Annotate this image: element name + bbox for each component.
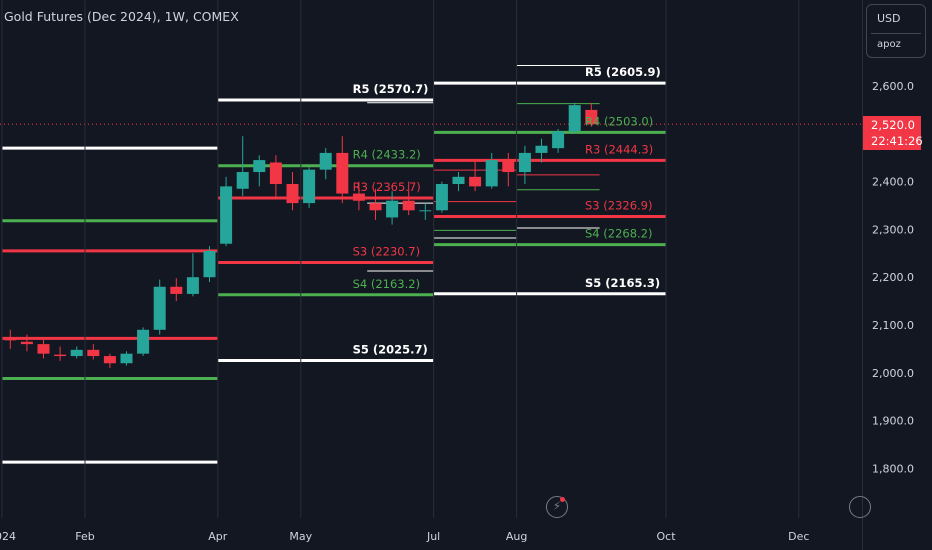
candle-up <box>386 200 399 218</box>
x-tick-label: Aug <box>506 530 527 543</box>
clock-icon[interactable] <box>849 496 871 518</box>
pivot-level-label: R5 (2605.9) <box>585 65 661 79</box>
candle-up <box>203 250 216 278</box>
candle-up <box>303 169 316 204</box>
price-axis[interactable]: 1,800.0 1,900.0 2,000.0 2,100.0 2,200.0 2,300… <box>872 80 914 475</box>
candle-down <box>20 341 33 345</box>
candle-down <box>286 183 299 204</box>
candle-up <box>419 210 432 212</box>
pivot-levels <box>0 81 862 464</box>
notification-dot <box>560 497 565 502</box>
level-labels: R5 (2570.7) R4 (2433.2) R3 (2365.7) S3 (223… <box>353 65 661 356</box>
x-tick-label: 2024 <box>0 530 16 543</box>
pivot-level-label: R3 (2444.3) <box>585 142 653 156</box>
candle-up <box>220 186 233 244</box>
candle-down <box>469 176 482 187</box>
candle-up <box>153 286 166 330</box>
candle-up <box>435 183 448 211</box>
candle-down <box>585 109 598 125</box>
currency-unit-box[interactable]: USD apoz <box>866 4 926 58</box>
candle-down <box>103 356 116 364</box>
y-tick-label: 2,300.0 <box>872 223 914 236</box>
x-tick-label: Feb <box>75 530 94 543</box>
axis-separator <box>862 0 863 550</box>
candle-up <box>319 152 332 170</box>
candle-up <box>552 131 565 149</box>
pivot-level-label: S3 (2230.7) <box>353 245 420 259</box>
candle-up <box>485 160 498 187</box>
candle-down <box>170 286 183 294</box>
x-tick-label: May <box>289 530 312 543</box>
chart-title: Gold Futures (Dec 2024), 1W, COMEX <box>4 9 239 24</box>
y-tick-label: 2,600.0 <box>872 80 914 93</box>
bar-countdown: 22:41:26 <box>871 134 923 148</box>
pivot-level-label: S5 (2165.3) <box>585 276 660 290</box>
candles <box>4 102 598 369</box>
y-tick-label: 1,900.0 <box>872 415 914 428</box>
pivot-level-label: S4 (2268.2) <box>585 227 652 241</box>
time-axis[interactable]: 2024 Feb Apr May Jul Aug Oct Dec <box>0 0 809 543</box>
candle-up <box>535 145 548 153</box>
candle-up <box>120 353 133 364</box>
candle-down <box>54 354 67 357</box>
pivot-level-label: S4 (2163.2) <box>353 277 420 291</box>
user-label[interactable]: apoz <box>877 39 901 50</box>
pivot-level-label: R5 (2570.7) <box>353 82 429 96</box>
candle-down <box>269 162 282 184</box>
y-tick-label: 1,800.0 <box>872 462 914 475</box>
candle-down <box>87 349 100 357</box>
candle-up <box>518 152 531 173</box>
pivot-level-label: S3 (2326.9) <box>585 199 652 213</box>
candle-down <box>37 344 50 354</box>
candle-down <box>402 200 415 211</box>
pivot-level-label: R4 (2503.0) <box>585 114 653 128</box>
currency-label[interactable]: USD <box>877 12 901 25</box>
candle-down <box>502 160 515 173</box>
candle-down <box>369 203 382 211</box>
last-price-value: 2,520.0 <box>871 118 915 132</box>
y-tick-label: 2,400.0 <box>872 176 914 189</box>
candle-down <box>4 339 17 341</box>
x-tick-label: Jul <box>426 530 440 543</box>
x-tick-label: Oct <box>656 530 676 543</box>
y-tick-label: 2,000.0 <box>872 367 914 380</box>
pivot-level-label: R4 (2433.2) <box>353 148 421 162</box>
y-tick-label: 2,200.0 <box>872 271 914 284</box>
candle-up <box>70 349 83 357</box>
candle-up <box>568 105 581 132</box>
y-tick-label: 2,100.0 <box>872 319 914 332</box>
candle-down <box>352 193 365 201</box>
candle-up <box>137 329 150 354</box>
candle-up <box>236 172 249 189</box>
flash-icon[interactable]: ⚡︎ <box>546 496 568 518</box>
last-price-tag: 2,520.0 22:41:26 <box>863 116 923 150</box>
unit-box-divider <box>871 33 921 34</box>
candle-up <box>186 277 199 294</box>
candle-up <box>452 176 465 184</box>
candle-down <box>336 152 349 194</box>
pivot-level-label: R3 (2365.7) <box>353 180 421 194</box>
x-tick-label: Dec <box>788 530 809 543</box>
thin-levels <box>367 64 600 272</box>
candle-up <box>253 160 266 173</box>
x-tick-label: Apr <box>208 530 228 543</box>
pivot-level-label: S5 (2025.7) <box>353 343 428 357</box>
lightning-icon: ⚡︎ <box>552 499 562 513</box>
